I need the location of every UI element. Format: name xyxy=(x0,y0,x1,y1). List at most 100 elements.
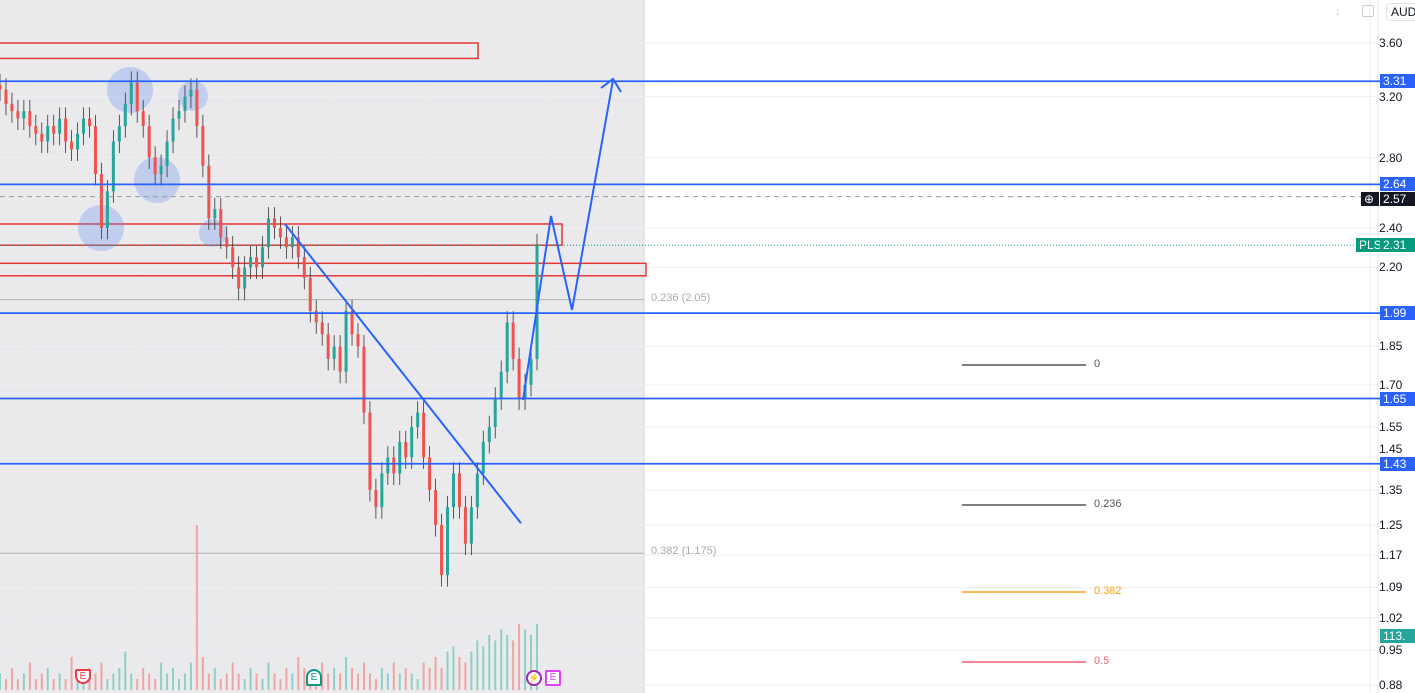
level-price-tag: 3.31 xyxy=(1380,74,1415,88)
volume-bar xyxy=(100,662,103,690)
highlight-circle xyxy=(199,219,227,247)
candle xyxy=(404,441,408,458)
candle xyxy=(22,111,26,119)
candle xyxy=(28,111,32,127)
volume-bar xyxy=(530,635,533,690)
candle xyxy=(171,118,175,142)
volume-bar xyxy=(28,662,31,690)
arrow-down-icon[interactable]: ↓ xyxy=(1335,4,1341,18)
candle xyxy=(350,310,354,335)
volume-bar xyxy=(458,657,461,690)
candle xyxy=(487,427,491,442)
price-tick: 1.70 xyxy=(1379,378,1403,392)
earnings-upcoming-marker[interactable]: E xyxy=(545,670,561,686)
volume-bar xyxy=(291,673,294,690)
volume-bar xyxy=(189,662,192,690)
candle xyxy=(422,412,426,458)
candle xyxy=(99,174,103,228)
volume-bar xyxy=(279,679,282,690)
fib-legend-label: 0.236 xyxy=(1094,498,1122,510)
candle xyxy=(517,358,521,399)
volume-bar xyxy=(368,673,371,690)
volume-bar xyxy=(166,673,169,690)
volume-bar xyxy=(476,640,479,690)
volume-bar xyxy=(130,673,133,690)
volume-bar xyxy=(249,668,252,690)
volume-bar xyxy=(440,668,443,690)
currency-button[interactable]: AUD xyxy=(1386,3,1415,21)
candle xyxy=(446,507,449,576)
candle xyxy=(440,525,444,576)
earnings-marker[interactable]: E xyxy=(75,669,91,684)
fib-legend-label: 0 xyxy=(1094,358,1101,370)
volume-bar xyxy=(464,662,467,690)
earnings-marker[interactable]: E xyxy=(306,669,322,686)
candle xyxy=(290,237,294,248)
volume-bar xyxy=(207,673,210,690)
volume-bar xyxy=(112,673,115,690)
candle xyxy=(410,427,414,458)
candle xyxy=(219,209,223,238)
candle xyxy=(88,118,91,127)
volume-bar xyxy=(422,662,425,690)
candle xyxy=(493,398,497,428)
candle xyxy=(392,457,396,474)
volume-bar xyxy=(154,679,157,690)
volume-bar xyxy=(40,673,43,690)
fib-legend-label: 0.382 xyxy=(1094,585,1122,597)
volume-bar xyxy=(267,662,270,690)
volume-bar xyxy=(237,673,240,690)
volume-bar xyxy=(225,673,228,690)
highlight-circle xyxy=(134,157,180,203)
volume-bar xyxy=(70,657,73,690)
candle xyxy=(207,165,211,219)
volume-bar xyxy=(357,673,359,690)
volume-bar xyxy=(303,668,306,690)
candle xyxy=(213,209,217,219)
volume-bar xyxy=(500,629,503,690)
candle xyxy=(195,89,199,127)
volume-bar xyxy=(404,668,407,690)
volume-bar xyxy=(297,657,300,690)
level-price-tag: 1.43 xyxy=(1380,457,1415,471)
candle xyxy=(326,334,330,359)
add-alert-button[interactable]: ⊕ xyxy=(1361,192,1379,206)
volume-bar xyxy=(321,662,324,690)
volume-bar xyxy=(446,651,449,690)
volume-bar xyxy=(10,668,13,690)
candle xyxy=(231,247,235,268)
candle xyxy=(159,165,163,175)
candle xyxy=(386,457,390,474)
candle xyxy=(58,118,62,134)
price-tick: 1.35 xyxy=(1379,483,1403,497)
trendline xyxy=(284,223,522,524)
volume-bar xyxy=(333,668,336,690)
volume-bar xyxy=(231,662,234,690)
square-icon[interactable] xyxy=(1362,5,1374,17)
candle xyxy=(434,489,438,526)
candle xyxy=(165,141,169,166)
dividend-marker[interactable]: ⚡ xyxy=(526,670,542,686)
projection-path xyxy=(522,79,614,401)
volume-bar xyxy=(219,679,222,690)
volume-bar xyxy=(52,679,55,690)
candle xyxy=(296,237,300,258)
price-tick: 1.85 xyxy=(1379,339,1403,353)
volume-bar xyxy=(410,673,413,690)
price-tick: 3.60 xyxy=(1379,36,1403,50)
volume-bar xyxy=(195,525,198,690)
candle xyxy=(225,237,229,248)
volume-bar xyxy=(16,679,19,690)
candle xyxy=(183,96,187,112)
candle xyxy=(308,277,312,311)
candle xyxy=(529,358,533,385)
volume-bar xyxy=(118,668,121,690)
candle xyxy=(475,473,479,508)
volume-bar xyxy=(273,673,276,690)
volume-bar xyxy=(243,679,246,690)
candle xyxy=(82,118,86,134)
candle xyxy=(284,237,288,248)
last-price-tag: 2.31 xyxy=(1380,238,1415,252)
volume-bar xyxy=(362,662,365,690)
